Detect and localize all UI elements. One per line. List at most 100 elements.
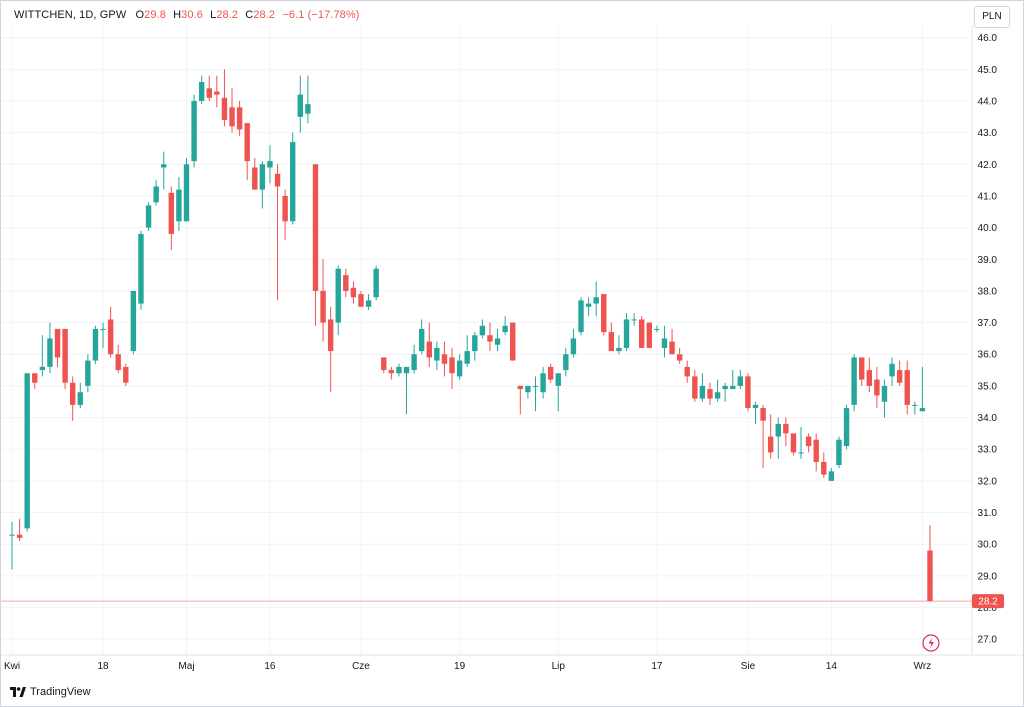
candle — [881, 379, 888, 418]
candle-body — [532, 385, 539, 387]
candle — [236, 100, 243, 136]
candle-body — [639, 319, 645, 348]
candle — [168, 186, 175, 250]
time-axis[interactable]: Kwi18Maj16Cze19Lip17Sie14Wrz18 — [4, 661, 1024, 672]
candle-body — [456, 360, 463, 377]
candle — [54, 328, 61, 367]
candle-body — [198, 81, 205, 101]
candle — [722, 382, 728, 402]
candle — [813, 433, 819, 472]
symbol-title[interactable]: WITTCHEN, 1D, GPW — [14, 9, 127, 21]
candle — [912, 401, 918, 415]
candle-body — [365, 300, 372, 307]
candle — [676, 347, 683, 364]
date-tick-label: 17 — [651, 661, 663, 672]
candle-body — [798, 452, 804, 454]
candle-body — [153, 186, 159, 203]
candle-body — [138, 233, 144, 304]
candle — [631, 313, 637, 326]
candle — [312, 164, 319, 326]
candle — [85, 354, 91, 393]
price-tick-label: 35.0 — [978, 381, 998, 392]
date-tick-label: 18 — [97, 661, 109, 672]
candle — [547, 363, 554, 383]
low-value: 28.2 — [216, 9, 239, 21]
candle — [563, 347, 569, 377]
candle-body — [47, 338, 53, 367]
candle — [327, 306, 334, 393]
candle-body — [593, 297, 599, 304]
candle — [221, 69, 228, 127]
candle — [130, 290, 137, 355]
candle — [661, 325, 668, 358]
open-label: O — [135, 9, 145, 21]
candle-body — [684, 366, 690, 377]
candle — [252, 157, 258, 190]
candle — [699, 373, 706, 402]
candle — [434, 341, 440, 371]
candle-body — [881, 385, 888, 402]
candle-body — [381, 357, 387, 371]
candle-body — [790, 433, 797, 453]
candle-body — [290, 142, 296, 222]
candle-body — [282, 195, 288, 222]
candle-body — [327, 319, 334, 352]
candle — [616, 335, 622, 355]
candle — [752, 401, 759, 424]
price-tick-label: 31.0 — [978, 508, 998, 519]
candle — [229, 88, 235, 133]
candle-body — [578, 300, 584, 333]
candle — [282, 189, 288, 241]
open-value: 29.8 — [144, 9, 166, 21]
candle-body — [183, 164, 190, 222]
candle-body — [335, 268, 341, 323]
price-tick-label: 29.0 — [978, 571, 998, 582]
date-tick-label: Maj — [178, 661, 194, 672]
candle-body — [100, 328, 106, 330]
candle — [100, 322, 106, 348]
candle-body — [775, 423, 781, 437]
candle — [517, 385, 524, 415]
price-axis[interactable]: 27.0 28.0 29.0 30.0 31.0 32.0 33.0 34.0 35.0 36.0… — [978, 33, 998, 646]
brand-name: TradingView — [30, 686, 91, 698]
candle — [889, 357, 895, 386]
candle — [274, 164, 281, 301]
candle — [828, 468, 835, 481]
candle — [39, 335, 46, 377]
candle-body — [62, 328, 68, 383]
candle-body — [601, 294, 607, 333]
candle — [904, 360, 910, 415]
candle — [138, 230, 144, 310]
candle — [464, 335, 470, 367]
dividend-event-icon[interactable] — [922, 634, 940, 652]
candle-body — [737, 376, 744, 386]
candle — [639, 316, 645, 348]
candle — [456, 354, 463, 380]
candle-body — [32, 373, 38, 383]
candle-body — [130, 290, 137, 352]
date-tick-label: Sie — [741, 661, 756, 672]
candle — [654, 325, 660, 333]
candle — [684, 360, 690, 383]
candle-body — [767, 436, 774, 453]
candle — [790, 433, 797, 456]
tradingview-logo[interactable]: TradingView — [10, 686, 91, 698]
candle — [449, 347, 455, 390]
candle-body — [745, 376, 751, 409]
candle — [472, 332, 478, 361]
candle-body — [176, 189, 182, 222]
currency-button[interactable]: PLN — [974, 6, 1010, 28]
date-tick-label: Cze — [352, 661, 370, 672]
price-tick-label: 27.0 — [978, 635, 998, 646]
high-value: 30.6 — [181, 9, 203, 21]
candle — [411, 344, 417, 374]
candle-body — [24, 373, 30, 529]
candle — [851, 354, 857, 412]
candle-body — [616, 347, 622, 352]
high-label: H — [173, 9, 182, 21]
price-tick-label: 39.0 — [978, 255, 998, 266]
candle — [805, 433, 812, 453]
price-tick-label: 28.0 — [978, 603, 998, 614]
candle-body — [426, 341, 432, 358]
